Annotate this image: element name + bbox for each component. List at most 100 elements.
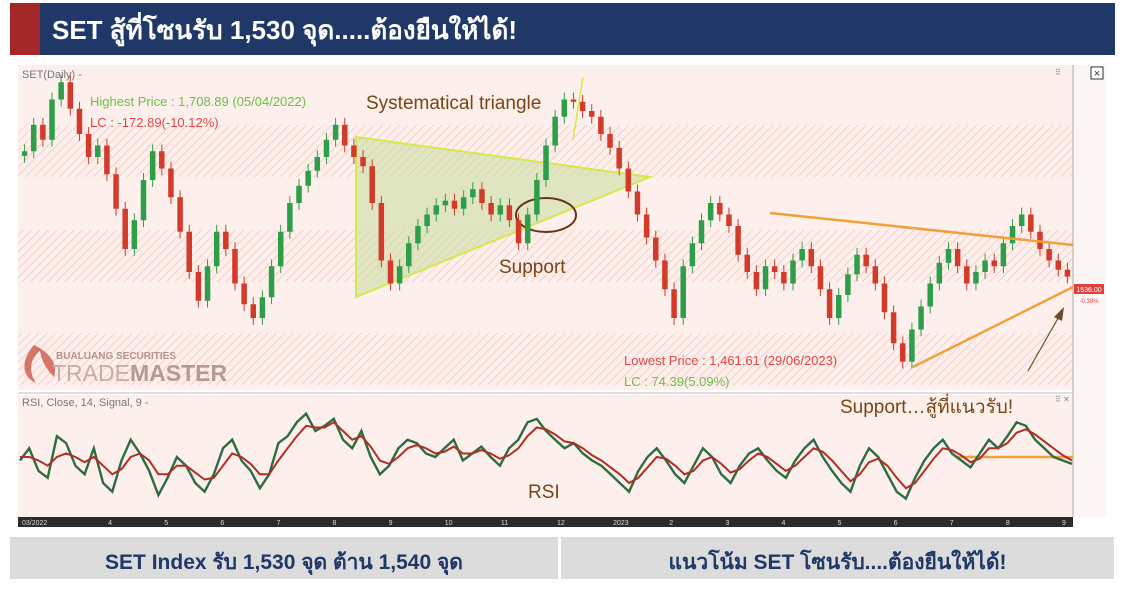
- last-price-tag: [1074, 284, 1104, 294]
- candle-body: [707, 203, 714, 221]
- candle-body: [698, 220, 705, 244]
- candle-body: [232, 249, 238, 284]
- x-tick-label: 9: [1062, 520, 1066, 527]
- last-price-label: 1536.00: [1076, 287, 1101, 294]
- x-tick-label: 9: [389, 520, 393, 527]
- breakout-line: [572, 76, 584, 141]
- candle-body: [104, 145, 110, 175]
- candle-body: [1055, 260, 1062, 270]
- candle-body: [342, 124, 348, 146]
- candle-body: [918, 306, 924, 330]
- candle-body: [524, 214, 531, 244]
- candle-body: [991, 260, 997, 267]
- candle-body: [250, 304, 257, 318]
- candle-body: [936, 262, 943, 284]
- footer-right-text: แนวโน้ม SET โซนรับ....ต้องยืนให้ได้!: [668, 551, 1007, 574]
- candle-body: [1046, 249, 1052, 261]
- candle-body: [424, 214, 430, 226]
- candle-body: [561, 99, 568, 117]
- candle-body: [616, 147, 622, 169]
- lowest-price-label: Lowest Price : 1,461.61 (29/06/2023): [624, 353, 837, 368]
- support-circle: [515, 197, 577, 233]
- candle-body: [195, 272, 202, 301]
- candle-body: [186, 231, 192, 272]
- candle-body: [451, 200, 458, 209]
- candle-body: [58, 82, 64, 100]
- candle-body: [854, 254, 860, 275]
- footer-left-text: SET Index รับ 1,530 จุด ต้าน 1,540 จุด: [105, 551, 463, 574]
- candle-body: [579, 101, 586, 111]
- candle-body: [433, 205, 439, 215]
- candle-body: [588, 111, 595, 117]
- x-tick-label: 12: [557, 520, 565, 527]
- last-change-label: -0.39%: [1079, 299, 1099, 305]
- candle-body: [680, 266, 686, 318]
- candle-body: [369, 166, 375, 203]
- arrow-head: [1054, 307, 1064, 321]
- candle-body: [223, 231, 229, 249]
- footer-right-box: แนวโน้ม SET โซนรับ....ต้องยืนให้ได้!: [561, 537, 1114, 579]
- candle-body: [799, 249, 805, 261]
- candle-body: [973, 272, 979, 284]
- candle-body: [954, 249, 961, 267]
- candle-body: [835, 295, 842, 318]
- x-tick-label: 6: [894, 520, 898, 527]
- candle-body: [753, 272, 760, 290]
- candle-body: [900, 343, 906, 362]
- candle-body: [149, 151, 156, 180]
- candle-body: [607, 134, 613, 148]
- candle-body: [314, 157, 321, 171]
- logo-master: MASTER: [130, 360, 228, 386]
- support2-label: Support…สู้ที่แนวรับ!: [840, 393, 1013, 418]
- flame-icon: [24, 345, 56, 383]
- candlesticks: [21, 75, 1071, 369]
- candle-body: [735, 226, 741, 255]
- x-tick-label: 4: [781, 520, 785, 527]
- panel-menu-icon[interactable]: ⠿: [1055, 68, 1061, 77]
- candle-body: [598, 116, 604, 134]
- highest-lc-label: LC : -172.89(-10.12%): [90, 115, 219, 130]
- close-icon[interactable]: [1090, 66, 1104, 80]
- x-tick-label: 2: [669, 520, 673, 527]
- candle-body: [515, 220, 522, 244]
- candle-body: [762, 266, 769, 290]
- rsi-menu-icon[interactable]: ⠿ ✕: [1055, 395, 1070, 404]
- candle-body: [1028, 214, 1034, 232]
- triangle-label: Systematical triangle: [366, 93, 541, 114]
- candle-body: [49, 99, 55, 140]
- candle-body: [1000, 243, 1007, 267]
- systematical-triangle: [355, 135, 654, 299]
- highest-price-label: Highest Price : 1,708.89 (05/04/2022): [90, 94, 306, 109]
- x-tick-label: 10: [445, 520, 453, 527]
- candle-body: [177, 197, 183, 232]
- arrow-line: [1027, 312, 1062, 372]
- candle-body: [570, 99, 577, 102]
- support-label: Support: [499, 257, 566, 278]
- price-chart-svg: 03/2022 4 5 6 7 8 9 10 11 12 2023 2 3 4 5 6 7 8 9 1536.00 …: [18, 65, 1106, 527]
- x-tick-labels: 03/2022 4 5 6 7 8 9 10 11 12 2023 2 3 4 5 6 7 8 9: [22, 520, 1066, 527]
- candle-body: [40, 124, 46, 140]
- candle-body: [543, 145, 549, 180]
- candle-body: [406, 243, 412, 267]
- candle-body: [1018, 214, 1025, 226]
- candle-body: [396, 266, 403, 284]
- rsi-signal-line: [20, 421, 1073, 490]
- x-tick-label: 5: [164, 520, 168, 527]
- candle-body: [781, 272, 787, 284]
- candle-body: [305, 170, 311, 186]
- candle-body: [488, 203, 494, 215]
- logo-line1: BUALUANG SECURITIES: [56, 351, 176, 362]
- candle-body: [85, 134, 92, 157]
- zone-lower: [18, 333, 1073, 385]
- x-tick-label: 7: [950, 520, 954, 527]
- close-icon-glyph[interactable]: ×: [1094, 68, 1100, 80]
- candle-body: [826, 289, 833, 318]
- candle-body: [872, 266, 879, 284]
- svg-text:TRADEMASTER: TRADEMASTER: [52, 360, 227, 386]
- candle-body: [30, 124, 37, 152]
- candle-body: [460, 197, 467, 209]
- candle-body: [625, 168, 632, 192]
- candle-body: [76, 108, 83, 134]
- x-tick-label: 4: [108, 520, 112, 527]
- candle-body: [881, 283, 888, 313]
